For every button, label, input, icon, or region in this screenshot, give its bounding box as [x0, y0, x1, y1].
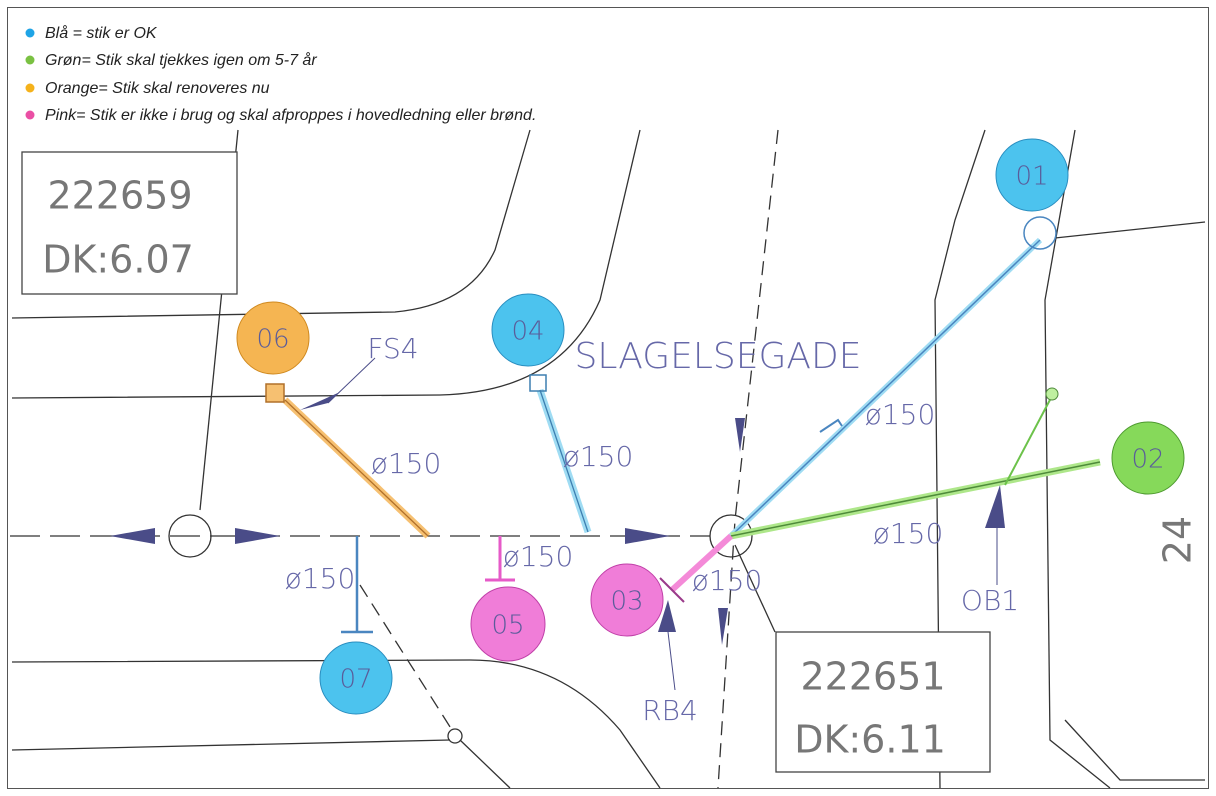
nodes: 01 02 03 04 05 06 07 — [237, 139, 1184, 714]
legend-dot — [26, 56, 35, 65]
pipe-label: ø150 — [503, 540, 574, 573]
pipe-label: ø150 — [692, 564, 763, 597]
node-label: 06 — [256, 325, 289, 355]
pipe-label: ø150 — [873, 517, 944, 550]
marker-label: FS4 — [367, 332, 418, 365]
fs4-arrow — [300, 392, 340, 410]
legend-text: Pink= Stik er ikke i brug og skal afprop… — [45, 107, 536, 124]
box-number: 222651 — [800, 655, 945, 699]
box-dk: DK:6.07 — [42, 238, 194, 282]
legend-text: Grøn= Stik skal tjekkes igen om 5-7 år — [45, 51, 317, 69]
ob1-arrow — [985, 485, 1005, 528]
legend: Blå = stik er OK Grøn= Stik skal tjekkes… — [26, 24, 537, 124]
drawing: Blå = stik er OK Grøn= Stik skal tjekkes… — [0, 0, 1216, 796]
frame — [8, 8, 1209, 789]
house-number: 24 — [1156, 516, 1200, 564]
pipes — [266, 217, 1100, 632]
legend-text: Orange= Stik skal renoveres nu — [45, 80, 270, 97]
box-number: 222659 — [47, 174, 192, 218]
pipe-label: ø150 — [865, 398, 936, 431]
node-label: 07 — [339, 665, 372, 695]
node-label: 03 — [610, 587, 643, 617]
node-label: 04 — [511, 317, 544, 347]
page: Blå = stik er OK Grøn= Stik skal tjekkes… — [0, 0, 1216, 796]
legend-dot — [26, 84, 35, 93]
pipe-label: ø150 — [285, 562, 356, 595]
pipe-label: ø150 — [563, 440, 634, 473]
legend-dot — [26, 111, 35, 120]
marker-label: OB1 — [961, 584, 1019, 617]
node-label: 02 — [1131, 445, 1164, 475]
marker-label: RB4 — [642, 694, 698, 727]
street-name: SLAGELSEGADE — [574, 336, 861, 377]
legend-text: Blå = stik er OK — [45, 24, 158, 42]
node-label: 01 — [1015, 162, 1048, 192]
box-dk: DK:6.11 — [794, 718, 946, 762]
legend-dot — [26, 29, 35, 38]
rb4-leader — [668, 632, 675, 690]
node-label: 05 — [491, 611, 524, 641]
pipe-label: ø150 — [371, 447, 442, 480]
